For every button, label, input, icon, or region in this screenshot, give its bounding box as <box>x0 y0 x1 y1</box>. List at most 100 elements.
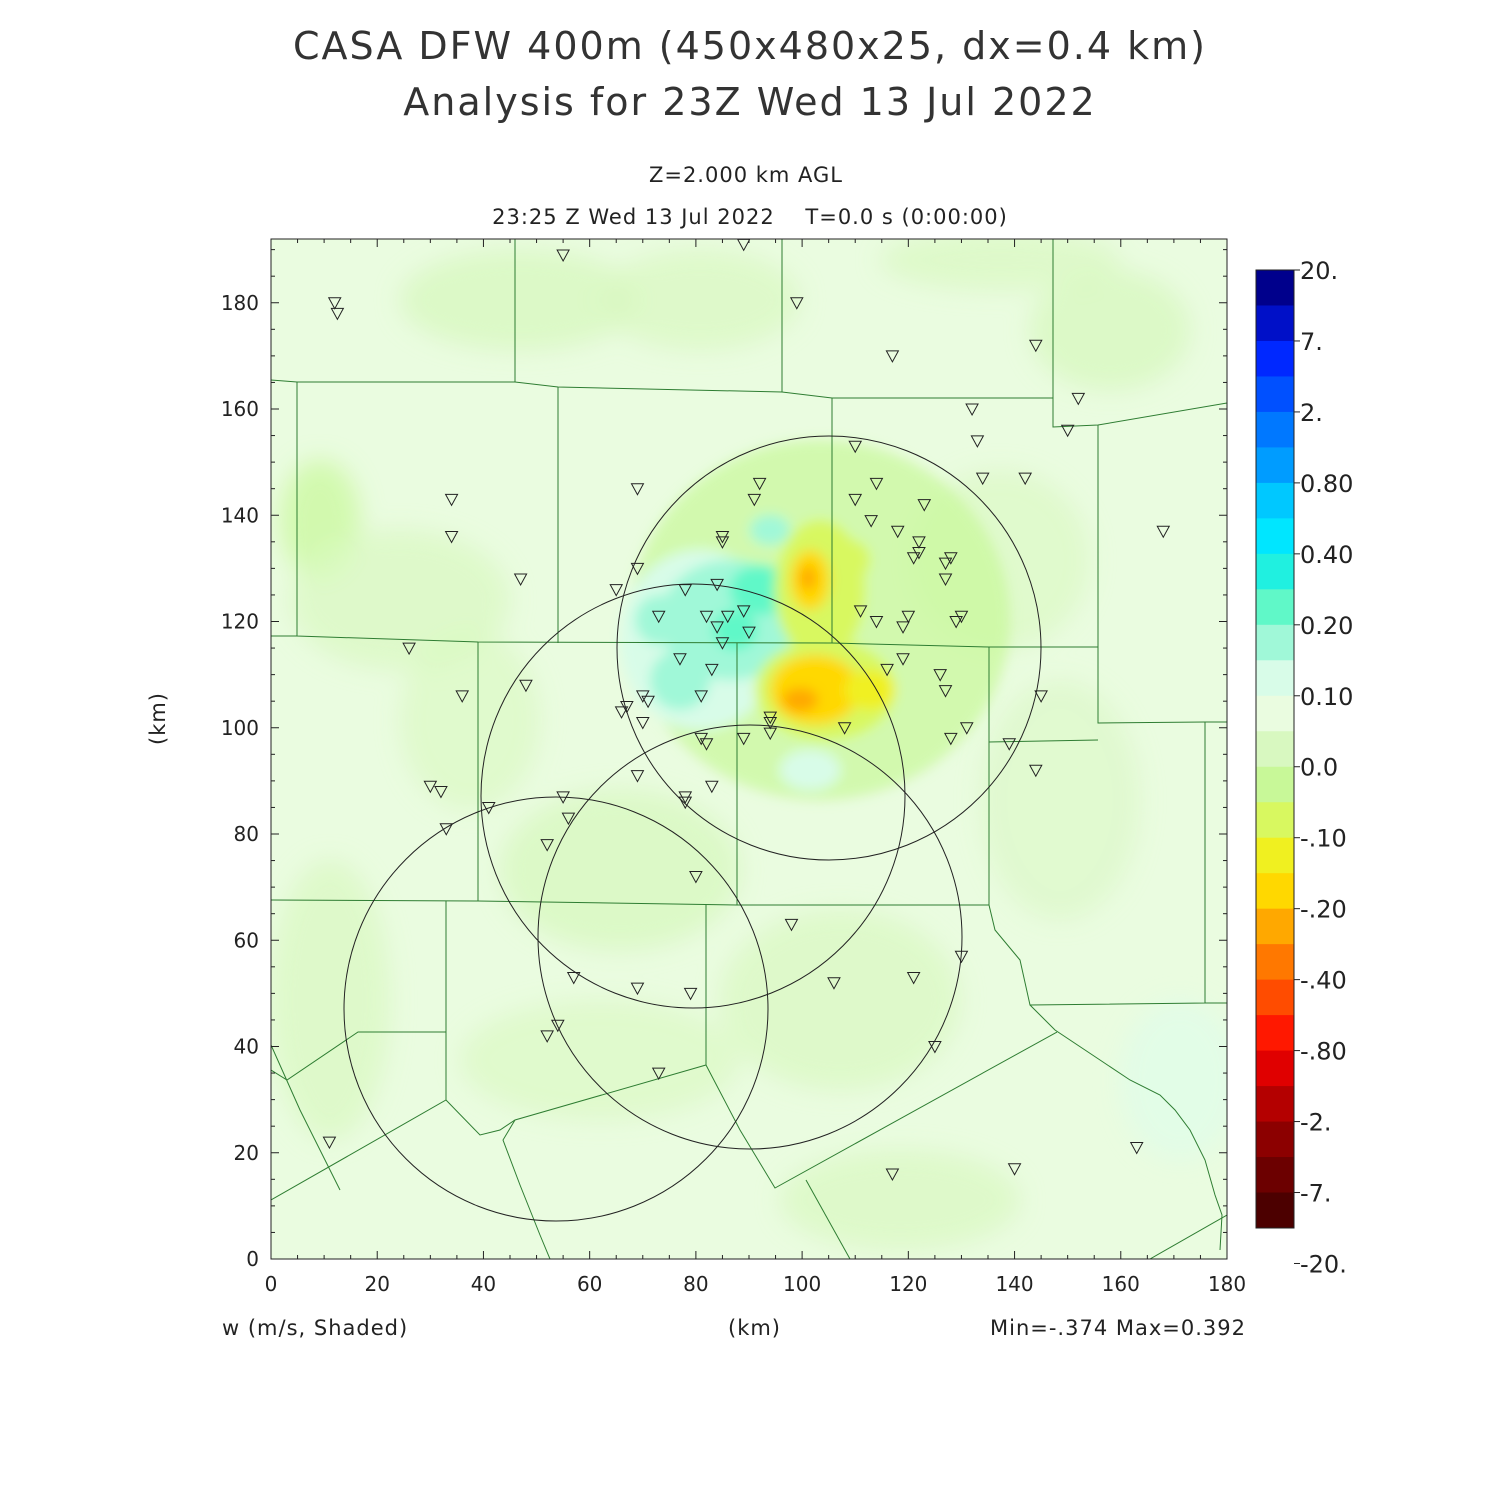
colorbar-label: 0.0 <box>1300 754 1338 782</box>
y-tick-label: 40 <box>234 1035 259 1059</box>
station-marker <box>556 791 570 804</box>
station-marker <box>869 616 884 629</box>
station-marker <box>837 722 852 735</box>
station-marker <box>699 738 714 751</box>
station-marker <box>423 780 438 794</box>
station-marker <box>912 546 926 560</box>
station-marker <box>673 653 687 666</box>
x-tick-label: 160 <box>1102 1272 1140 1296</box>
colorbar-segment <box>1256 518 1294 555</box>
colorbar-segment <box>1256 908 1294 945</box>
station-marker <box>635 716 650 730</box>
station-marker <box>1129 1141 1144 1155</box>
station-marker <box>1007 1163 1022 1176</box>
station-marker <box>540 839 555 852</box>
y-axis-unit: (km) <box>146 691 170 745</box>
y-tick-label: 140 <box>221 503 259 527</box>
station-marker <box>481 801 496 815</box>
station-marker <box>630 562 645 576</box>
station-marker <box>402 642 416 656</box>
station-marker <box>439 823 454 836</box>
station-marker <box>1060 424 1075 438</box>
x-tick-label: 180 <box>1208 1272 1246 1296</box>
station-marker <box>742 626 756 640</box>
station-marker <box>965 403 979 417</box>
station-marker <box>635 690 650 703</box>
station-marker <box>720 610 735 624</box>
weak-downdraft-patches <box>271 239 1227 1250</box>
station-marker <box>890 525 905 539</box>
station-marker <box>715 637 730 650</box>
station-marker <box>566 971 581 985</box>
colorbar-segment <box>1256 411 1294 448</box>
station-marker <box>699 610 714 624</box>
station-marker <box>678 796 693 810</box>
colorbar-label: 0.20 <box>1300 612 1353 640</box>
colorbar-segment <box>1256 1157 1294 1194</box>
station-marker <box>715 536 730 549</box>
y-tick-label: 0 <box>246 1247 259 1271</box>
colorbar-label: -2. <box>1300 1109 1332 1137</box>
colorbar: 20. 7. 2. 0.80 0.40 0.20 0.10 0.0 -.10 -.20 -.40 -.… <box>1255 257 1353 1278</box>
colorbar-segment <box>1256 802 1294 839</box>
colorbar-segment <box>1256 1121 1294 1158</box>
colorbar-segment <box>1256 447 1294 484</box>
observation-stations <box>322 239 1171 1182</box>
station-marker <box>763 727 778 741</box>
y-tick-label: 160 <box>221 397 259 421</box>
station-marker <box>943 732 958 746</box>
station-marker <box>1071 392 1086 406</box>
station-marker <box>330 307 345 321</box>
x-tick-label: 80 <box>683 1272 708 1296</box>
station-marker <box>519 679 533 693</box>
station-marker <box>1028 764 1043 778</box>
station-marker <box>853 605 868 618</box>
station-marker <box>954 950 969 964</box>
colorbar-segment <box>1256 731 1294 768</box>
station-marker <box>938 685 953 698</box>
station-marker <box>906 552 921 565</box>
axis-ticks: 0 20 40 60 80 100 120 140 160 180 0 20 40 60 80 100 120 1… <box>221 239 1246 1296</box>
map-title-line2: Analysis for 23Z Wed 13 Jul 2022 <box>403 80 1097 124</box>
station-marker <box>689 871 703 884</box>
colorbar-segment <box>1256 944 1294 981</box>
colorbar-label: -.20 <box>1300 896 1347 924</box>
y-tick-label: 60 <box>234 928 259 952</box>
x-tick-label: 60 <box>577 1272 602 1296</box>
station-marker <box>710 578 724 592</box>
x-tick-label: 0 <box>265 1272 278 1296</box>
station-marker <box>513 573 528 587</box>
y-tick-label: 120 <box>221 610 259 634</box>
station-marker <box>704 663 719 677</box>
station-marker <box>869 477 884 491</box>
colorbar-label: 0.40 <box>1300 541 1353 569</box>
colorbar-label: 0.80 <box>1300 470 1353 498</box>
station-marker <box>970 435 985 448</box>
colorbar-segment <box>1256 1015 1294 1052</box>
station-marker <box>885 1168 900 1182</box>
colorbar-label: -7. <box>1300 1180 1332 1208</box>
storm-core <box>620 440 1010 800</box>
station-marker <box>1028 339 1043 353</box>
station-marker <box>683 987 698 1001</box>
station-marker <box>550 1019 565 1033</box>
station-marker <box>630 483 645 496</box>
station-marker <box>1034 690 1048 703</box>
colorbar-segment <box>1256 376 1294 413</box>
shaded-field <box>271 239 1227 1259</box>
colorbar-segment <box>1256 837 1294 874</box>
colorbar-label: -.40 <box>1300 967 1347 995</box>
station-marker <box>1002 738 1017 751</box>
station-marker <box>917 499 932 512</box>
colorbar-segment <box>1256 305 1294 342</box>
station-marker <box>715 531 730 544</box>
colorbar-segment <box>1256 270 1294 306</box>
colorbar-label: 2. <box>1300 399 1323 427</box>
x-tick-label: 40 <box>471 1272 496 1296</box>
station-marker <box>885 350 900 363</box>
colorbar-label: -20. <box>1300 1250 1347 1278</box>
variable-label: w (m/s, Shaded) <box>222 1316 409 1340</box>
colorbar-label: 0.10 <box>1300 683 1353 711</box>
station-marker <box>912 536 926 549</box>
